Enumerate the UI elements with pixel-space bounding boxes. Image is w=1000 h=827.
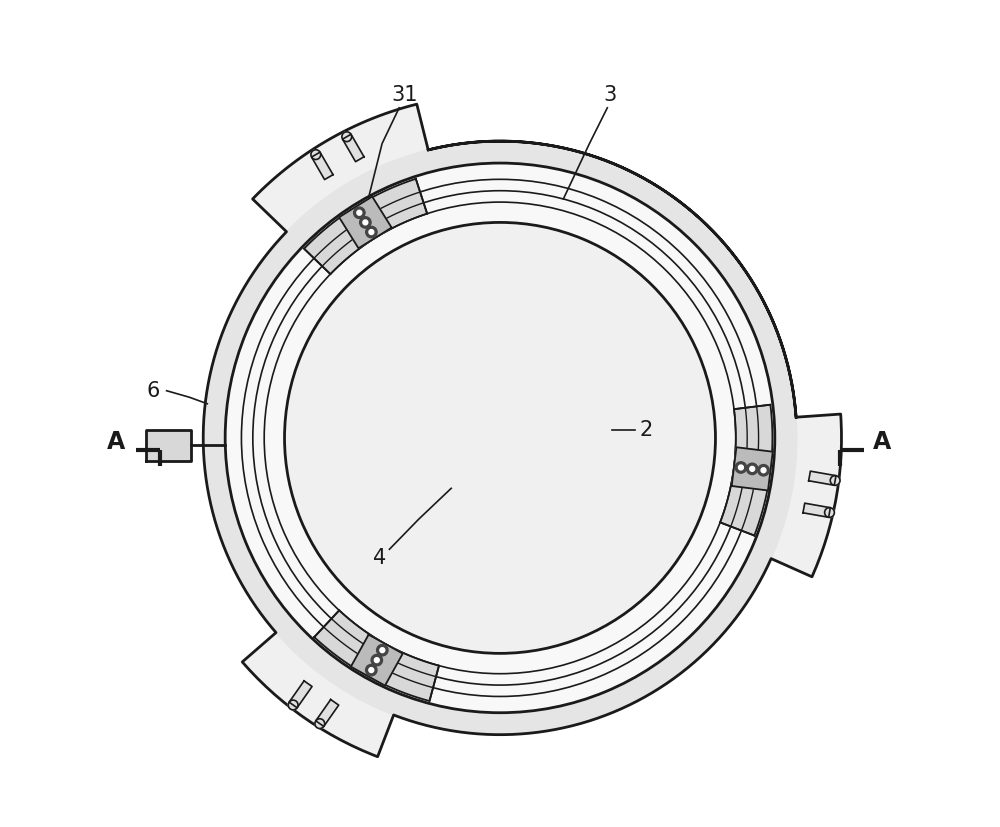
Circle shape: [830, 476, 840, 485]
Text: 31: 31: [392, 84, 418, 105]
Circle shape: [366, 227, 377, 237]
Polygon shape: [312, 152, 333, 179]
Circle shape: [311, 150, 321, 160]
Circle shape: [363, 220, 368, 225]
Polygon shape: [803, 503, 830, 518]
Polygon shape: [339, 197, 392, 248]
Text: A: A: [107, 430, 125, 454]
Circle shape: [747, 463, 758, 475]
Polygon shape: [809, 471, 836, 485]
Circle shape: [369, 230, 374, 235]
Circle shape: [342, 131, 352, 141]
Text: 4: 4: [373, 548, 386, 568]
Circle shape: [735, 461, 747, 473]
Text: 2: 2: [640, 420, 653, 440]
Circle shape: [758, 465, 769, 476]
Circle shape: [738, 465, 743, 470]
Polygon shape: [203, 141, 797, 734]
Circle shape: [380, 648, 385, 653]
Polygon shape: [316, 700, 339, 726]
Text: A: A: [873, 430, 891, 454]
Circle shape: [369, 667, 374, 672]
Text: 3: 3: [603, 84, 616, 105]
Circle shape: [288, 700, 298, 710]
Polygon shape: [732, 447, 773, 490]
Circle shape: [354, 207, 365, 218]
Polygon shape: [720, 404, 772, 536]
Polygon shape: [203, 104, 842, 757]
Circle shape: [371, 654, 383, 666]
Circle shape: [360, 217, 371, 228]
Polygon shape: [225, 163, 775, 713]
Circle shape: [825, 508, 834, 518]
Polygon shape: [304, 179, 427, 274]
Polygon shape: [146, 430, 191, 461]
Polygon shape: [343, 134, 364, 162]
Circle shape: [761, 468, 766, 473]
Text: 6: 6: [146, 380, 159, 401]
Circle shape: [315, 719, 325, 729]
Circle shape: [377, 644, 388, 656]
Circle shape: [366, 664, 377, 676]
Polygon shape: [351, 634, 403, 686]
Polygon shape: [289, 681, 312, 708]
Circle shape: [357, 210, 362, 215]
Circle shape: [374, 657, 379, 662]
Polygon shape: [314, 610, 439, 701]
Circle shape: [750, 466, 755, 471]
